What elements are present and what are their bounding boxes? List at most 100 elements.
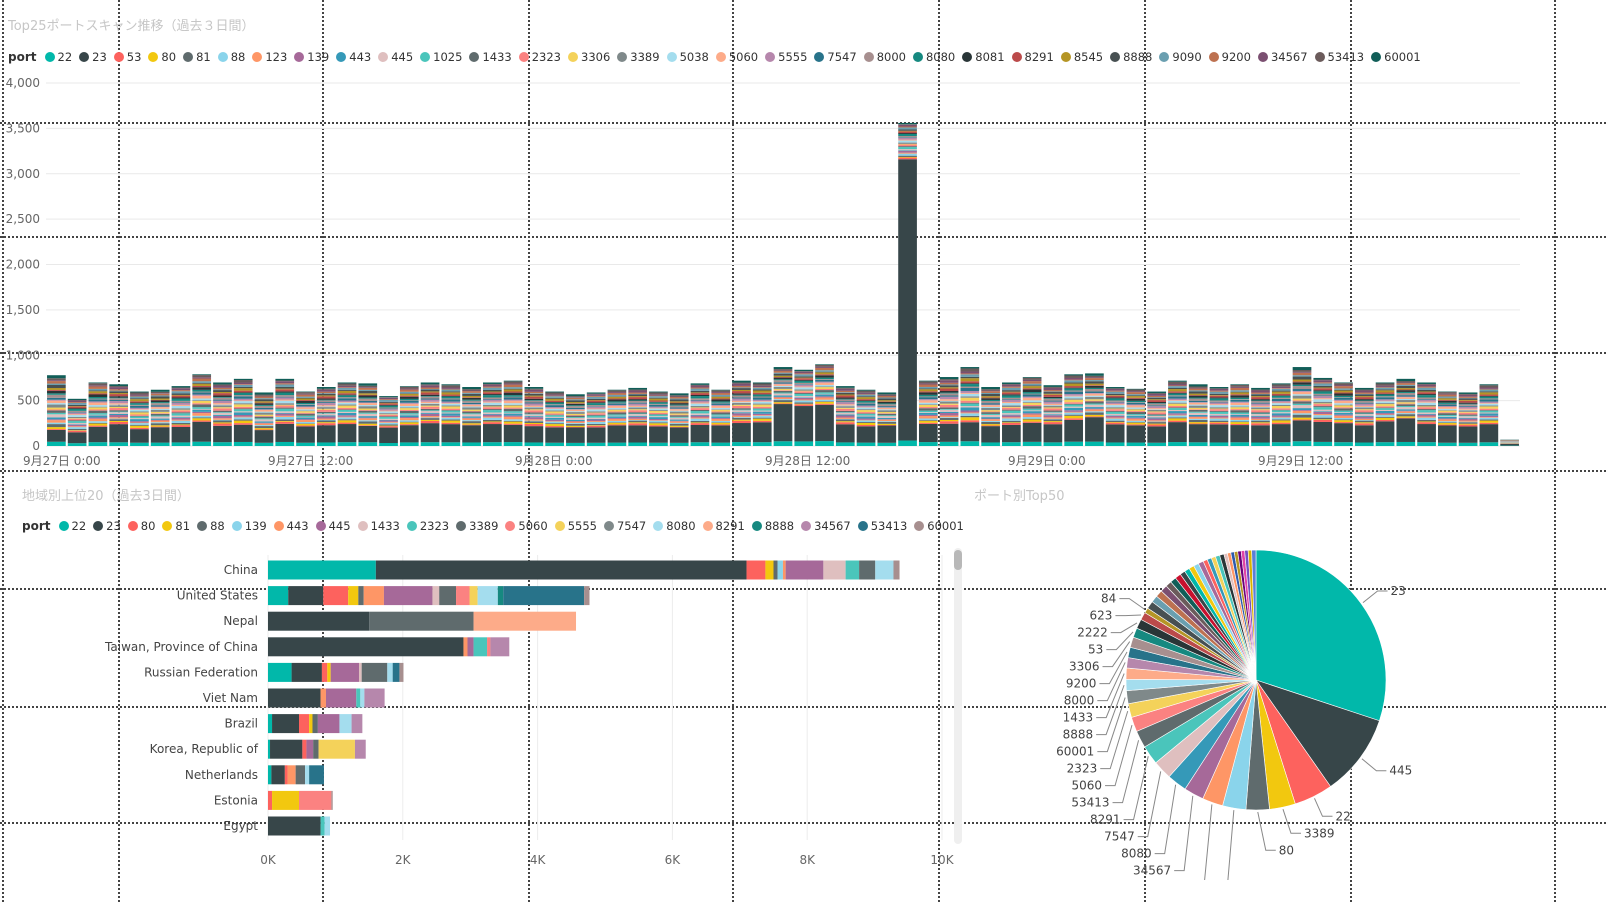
legend-item-1025[interactable]: 1025 (420, 50, 462, 64)
legend-item-7547[interactable]: 7547 (814, 50, 857, 64)
legend-item-7547[interactable]: 7547 (603, 519, 646, 533)
legend-item-88[interactable]: 88 (217, 50, 245, 64)
legend-item-8888[interactable]: 8888 (1110, 50, 1152, 64)
bar-segment (233, 404, 253, 407)
legend-item-9200[interactable]: 9200 (1208, 50, 1251, 64)
legend-item-22[interactable]: 22 (44, 50, 72, 64)
legend-item-60001[interactable]: 60001 (914, 519, 964, 533)
country-chart-scrollbar[interactable] (954, 548, 962, 844)
legend-item-3389[interactable]: 3389 (617, 50, 660, 64)
legend-item-53413[interactable]: 53413 (1314, 50, 1364, 64)
legend-item-80[interactable]: 80 (127, 519, 155, 533)
legend-item-123[interactable]: 123 (252, 50, 287, 64)
legend-item-34567[interactable]: 34567 (801, 519, 851, 533)
bar-segment (607, 442, 627, 446)
legend-item-3389[interactable]: 3389 (456, 519, 498, 533)
bar-segment (981, 426, 1000, 443)
bar-segment (1417, 389, 1436, 392)
legend-item-8081[interactable]: 8081 (962, 50, 1005, 64)
legend-item-9090[interactable]: 9090 (1159, 50, 1202, 64)
bar-segment (1209, 401, 1229, 403)
legend-item-88[interactable]: 88 (197, 519, 225, 533)
legend-item-5555[interactable]: 5555 (554, 519, 597, 533)
bar-segment (773, 392, 793, 394)
legend-item-443[interactable]: 443 (336, 50, 371, 64)
bar-segment (607, 402, 627, 404)
bar-segment (503, 408, 523, 412)
legend-item-1433[interactable]: 1433 (357, 519, 400, 533)
bar-segment (399, 418, 419, 421)
legend-item-8545[interactable]: 8545 (1060, 50, 1103, 64)
legend-item-3306[interactable]: 3306 (568, 50, 610, 64)
legend-item-8888[interactable]: 8888 (751, 519, 794, 533)
legend-item-5038[interactable]: 5038 (666, 50, 709, 64)
bar-segment (109, 387, 129, 390)
bar-segment (1022, 386, 1042, 389)
bar-segment (815, 364, 834, 367)
legend-item-81[interactable]: 81 (162, 519, 190, 533)
bar-segment (171, 420, 191, 423)
legend-item-53413[interactable]: 53413 (857, 519, 907, 533)
legend-item-8291[interactable]: 8291 (702, 519, 745, 533)
legend-item-445[interactable]: 445 (315, 519, 351, 533)
legend-item-2323[interactable]: 2323 (406, 519, 449, 533)
legend-item-5060[interactable]: 5060 (505, 519, 548, 533)
legend-item-80[interactable]: 80 (148, 50, 176, 64)
bar-segment (358, 413, 378, 417)
bar-segment (296, 412, 315, 414)
bar-segment (1085, 400, 1104, 402)
legend-item-8080[interactable]: 8080 (912, 50, 955, 64)
bar-segment (316, 387, 336, 389)
bar-segment (399, 400, 419, 403)
bar-segment (316, 393, 336, 396)
bar-segment (130, 414, 149, 416)
bar-segment (296, 406, 315, 408)
legend-item-5060[interactable]: 5060 (715, 50, 758, 64)
legend-item-1433[interactable]: 1433 (469, 50, 512, 64)
bar-segment (109, 396, 129, 398)
bar-segment (1396, 388, 1416, 390)
bar-segment (192, 385, 212, 388)
legend-item-34567[interactable]: 34567 (1257, 50, 1308, 64)
bar-segment (1292, 420, 1312, 442)
bar-segment (794, 382, 814, 385)
bar-segment (773, 403, 793, 405)
bar-segment (392, 662, 400, 682)
legend-item-8080[interactable]: 8080 (653, 519, 696, 533)
bar-segment (1168, 413, 1187, 415)
bar-segment (1354, 401, 1374, 403)
legend-label: 34567 (814, 519, 851, 533)
bar-segment (1479, 389, 1499, 392)
legend-item-443[interactable]: 443 (273, 519, 309, 533)
bar-segment (296, 415, 315, 417)
country-chart-scroll-thumb[interactable] (954, 550, 962, 570)
legend-item-81[interactable]: 81 (183, 50, 211, 64)
bar-segment (1375, 394, 1395, 397)
bar-segment (524, 396, 544, 399)
bar-segment (545, 395, 564, 397)
legend-label: 81 (175, 519, 191, 533)
legend-item-60001[interactable]: 60001 (1371, 50, 1421, 64)
legend-swatch (357, 521, 368, 531)
bar-segment (1126, 402, 1146, 405)
legend-item-139[interactable]: 139 (231, 519, 267, 533)
legend-item-8291[interactable]: 8291 (1011, 50, 1054, 64)
legend-item-23[interactable]: 23 (79, 50, 107, 64)
bar-segment (815, 396, 834, 398)
legend-item-8000[interactable]: 8000 (863, 50, 906, 64)
bar-segment (88, 410, 108, 414)
legend-item-5555[interactable]: 5555 (765, 50, 807, 64)
bar-segment (939, 399, 959, 401)
bar-segment (628, 420, 648, 423)
bar-segment (777, 560, 783, 580)
bar-segment (337, 424, 357, 443)
legend-item-53[interactable]: 53 (113, 50, 141, 64)
bar-segment (1479, 398, 1499, 400)
legend-item-22[interactable]: 22 (58, 519, 86, 533)
legend-item-445[interactable]: 445 (378, 50, 413, 64)
bar-segment (337, 398, 357, 401)
legend-item-2323[interactable]: 2323 (518, 50, 561, 64)
bar-segment (441, 387, 461, 389)
legend-item-139[interactable]: 139 (294, 50, 329, 64)
legend-item-23[interactable]: 23 (93, 519, 121, 533)
